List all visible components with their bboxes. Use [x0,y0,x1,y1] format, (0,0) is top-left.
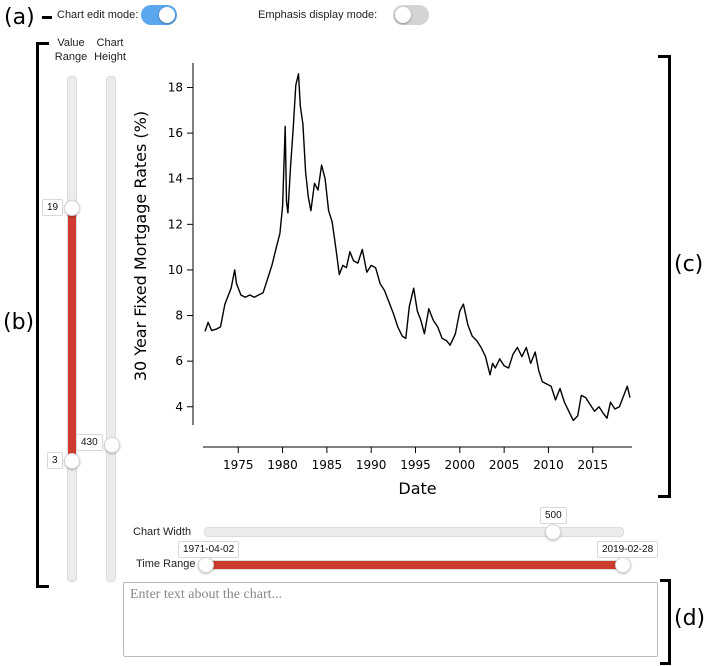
chart-height-label: Chart Height [94,37,126,63]
chart-edit-label: Chart edit mode: [57,9,139,21]
chart-edit-toggle[interactable] [141,5,177,25]
y-tick-label: 16 [168,126,183,140]
panel-a-dash [42,16,52,19]
x-tick-label: 2015 [578,458,609,472]
x-tick-label: 1985 [312,458,343,472]
time-range-end-handle[interactable] [615,557,631,573]
emphasis-label: Emphasis display mode: [258,9,378,21]
chart-width-label: Chart Width [133,526,192,538]
chart-notes-textarea[interactable] [123,582,658,657]
chart-width-value: 500 [540,507,567,524]
time-range-label: Time Range [136,558,196,570]
time-range-start-value: 1971-04-02 [178,541,240,558]
panel-label-b: (b) [3,310,35,335]
x-axis-title: Date [398,479,436,498]
x-tick-label: 2000 [445,458,476,472]
y-tick-label: 14 [168,172,183,186]
y-axis-title: 30 Year Fixed Mortgage Rates (%) [131,111,150,381]
panel-d-bracket [660,579,671,665]
value-range-bottom-value: 3 [47,452,63,469]
x-tick-label: 2005 [489,458,520,472]
panel-b-bracket [36,42,49,588]
y-tick-label: 8 [175,309,183,323]
x-tick-label: 1995 [400,458,431,472]
series-line [204,73,631,422]
panel-label-c: (c) [674,252,704,277]
time-range-end-value: 2019-02-28 [597,541,659,558]
toggle-knob [395,7,411,23]
chart-height-value: 430 [76,434,103,451]
panel-label-a: (a) [4,5,35,30]
panel-c-bracket [658,55,671,498]
chart-height-slider[interactable] [106,76,116,582]
chart-width-slider[interactable] [204,527,624,537]
x-tick-label: 1975 [223,458,254,472]
emphasis-toggle[interactable] [393,5,429,25]
y-tick-label: 12 [168,217,183,231]
y-tick-label: 4 [175,400,183,414]
toggle-knob [159,7,175,23]
chart-height-handle[interactable] [104,437,120,453]
value-range-top-value: 19 [42,199,64,216]
x-tick-label: 1980 [267,458,298,472]
y-tick-label: 18 [168,81,183,95]
panel-label-d: (d) [674,606,706,631]
time-range-fill [208,561,618,569]
y-tick-label: 6 [175,354,183,368]
x-tick-label: 1990 [356,458,387,472]
chart-width-handle[interactable] [545,524,561,540]
value-range-top-handle[interactable] [64,200,80,216]
value-range-label: Value Range [54,37,88,63]
y-tick-label: 10 [168,263,183,277]
mortgage-rate-chart: 4 6 8 10 12 14 16 18 1975 1980 1985 1990 1995 2000 200… [131,63,632,498]
time-range-start-handle[interactable] [198,557,214,573]
value-range-bottom-handle[interactable] [64,453,80,469]
value-range-fill [68,208,76,460]
x-tick-label: 2010 [533,458,564,472]
